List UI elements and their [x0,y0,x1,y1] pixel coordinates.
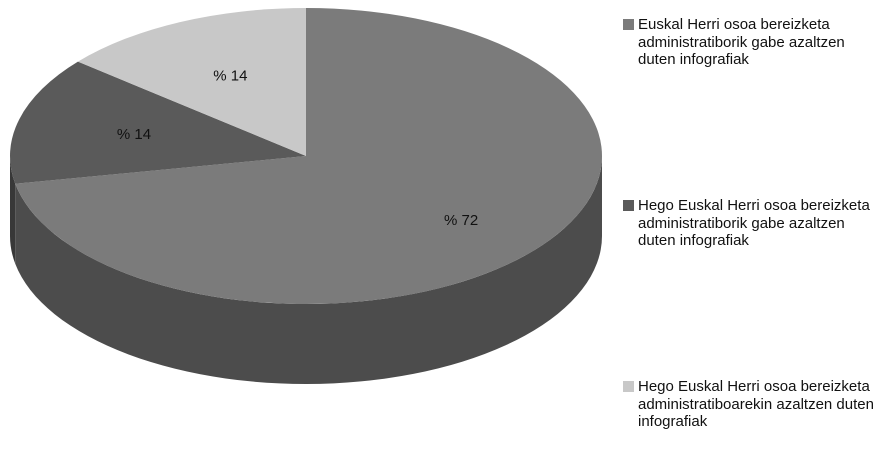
legend-label-2: Hego Euskal Herri osoa bereizketa admini… [638,378,874,430]
legend: Euskal Herri osoa bereizketa administrat… [623,0,881,459]
pie-top-slices [10,8,602,304]
pie-slice-1 [10,61,307,184]
pie-data-labels: % 72 % 14 % 14 [117,68,478,229]
pie-data-label-1: % 14 [117,126,151,143]
pie-slice-2 [77,8,307,156]
legend-label-0: Euskal Herri osoa bereizketa administrat… [638,16,845,68]
legend-swatch-0 [623,19,634,30]
pie-slice-0 [15,8,602,304]
legend-item-1: Hego Euskal Herri osoa bereizketa admini… [623,197,881,250]
legend-swatch-2 [623,381,634,392]
legend-item-0: Euskal Herri osoa bereizketa administrat… [623,16,881,69]
legend-label-1: Hego Euskal Herri osoa bereizketa admini… [638,197,870,249]
pie-sides [10,156,602,385]
pie-side-1 [10,156,16,264]
pie-side-0 [15,156,602,385]
pie-data-label-0: % 72 [444,212,478,229]
pie-chart: % 72 % 14 % 14 [10,8,602,385]
legend-item-2: Hego Euskal Herri osoa bereizketa admini… [623,378,881,431]
pie-data-label-2: % 14 [213,68,247,85]
legend-swatch-1 [623,200,634,211]
